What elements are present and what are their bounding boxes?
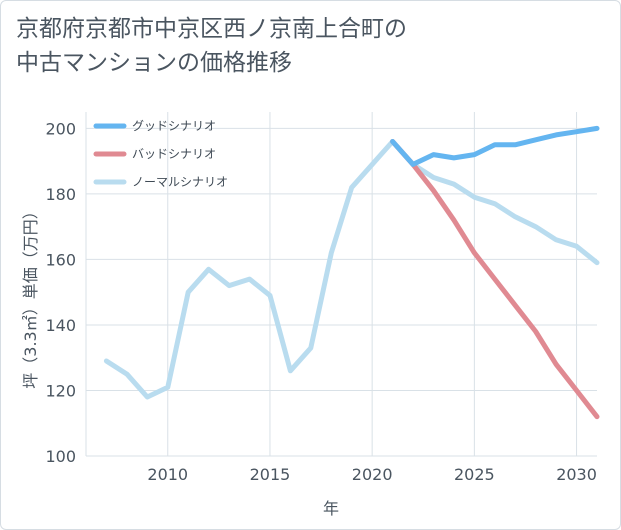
chart-title: 京都府京都市中京区西ノ京南上合町の 中古マンションの価格推移	[16, 12, 606, 80]
y-axis-ticks: 100 120 140 160 180 200	[45, 119, 76, 466]
series-line-1	[390, 139, 600, 420]
y-tick-label: 160	[45, 250, 76, 269]
series-line-0	[390, 125, 600, 167]
grid-lines	[85, 112, 597, 457]
x-tick-label: 2015	[250, 465, 291, 484]
y-tick-label: 100	[45, 447, 76, 466]
y-axis-label: 坪（3.3㎡）単価（万円）	[21, 203, 40, 388]
series-lines	[103, 125, 600, 420]
chart-title-line-2: 中古マンションの価格推移	[16, 50, 292, 76]
y-tick-label: 140	[45, 316, 76, 335]
series-line-2	[103, 139, 600, 400]
x-axis-ticks: 2010 2015 2020 2025 2030	[147, 465, 597, 484]
x-tick-label: 2020	[352, 465, 393, 484]
x-tick-label: 2030	[556, 465, 597, 484]
y-tick-label: 200	[45, 119, 76, 138]
legend-label: バッドシナリオ	[132, 147, 216, 161]
legend-label: ノーマルシナリオ	[132, 175, 228, 189]
x-axis-label: 年	[323, 499, 339, 518]
x-tick-label: 2025	[454, 465, 495, 484]
chart-title-line-1: 京都府京都市中京区西ノ京南上合町の	[16, 16, 407, 42]
y-tick-label: 120	[45, 381, 76, 400]
y-tick-label: 180	[45, 185, 76, 204]
x-tick-label: 2010	[147, 465, 188, 484]
legend-label: グッドシナリオ	[132, 119, 216, 133]
